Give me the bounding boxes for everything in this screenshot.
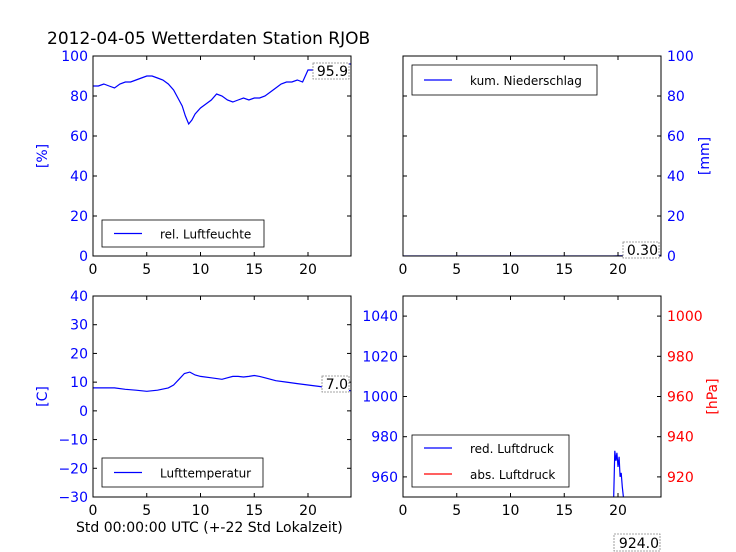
plot-2-xtick-label-3: 15	[555, 262, 573, 278]
plot-4-series-1-line	[613, 450, 624, 497]
plot-1-xtick-label-1: 5	[142, 262, 151, 278]
plot-3-ytick-label-5: 20	[70, 346, 88, 362]
plot-1-xtick-label-0: 0	[89, 262, 98, 278]
plot-3-ytick-label-7: 40	[70, 289, 88, 305]
plot-1-ytick-label-3: 60	[70, 129, 88, 145]
plot-4-xtick-label-2: 10	[502, 503, 520, 519]
plot-1-ytick-label-0: 0	[79, 249, 88, 265]
plot-2-ytick-label-1: 20	[667, 209, 685, 225]
plot-2-ytick-label-4: 80	[667, 89, 685, 105]
plot-1-ytick-label-5: 100	[61, 49, 88, 65]
plot-2-ytick-label-0: 0	[667, 249, 676, 265]
plot-4-ytick-label-4: 1040	[362, 309, 398, 325]
figure-title: 2012-04-05 Wetterdaten Station RJOB	[47, 29, 370, 49]
plot-3-ytick-label-6: 30	[70, 318, 88, 334]
plot-3-xtick-label-0: 0	[89, 503, 98, 519]
plot-3-last-value-box	[321, 375, 350, 393]
plot-4-xtick-label-3: 15	[555, 503, 573, 519]
plot-1-ylabel: [%]	[35, 144, 51, 168]
plot-3-ytick-label-4: 10	[70, 375, 88, 391]
plot-4-ytick2-label-2: 960	[667, 390, 694, 406]
plot-1-xtick-label-3: 15	[245, 262, 263, 278]
plot-3-xtick-label-1: 5	[142, 503, 151, 519]
plot-4-ylabel-secondary: [hPa]	[705, 378, 721, 414]
plot-4-legend-label-1: red. Luftdruck	[470, 442, 554, 456]
plot-3-frame	[92, 295, 352, 498]
plot-3-xtick-label-4: 20	[299, 503, 317, 519]
plot-1-ytick-label-4: 80	[70, 89, 88, 105]
plot-4-xtick-label-0: 0	[399, 503, 408, 519]
plot-4-xtick-label-4: 20	[609, 503, 627, 519]
plot-2-ytick-label-5: 100	[667, 49, 694, 65]
plot-3-ytick-label-2: −10	[58, 433, 88, 449]
plot-1-frame	[92, 55, 352, 257]
plot-2-ytick-label-2: 40	[667, 169, 685, 185]
plot-1-last-value-box	[312, 62, 350, 80]
plot-2-xtick-label-2: 10	[502, 262, 520, 278]
plot-4-last-value-label: 924.0	[619, 536, 659, 552]
plot-3-ylabel: [C]	[35, 386, 51, 407]
plot-1-series-1-line	[93, 63, 351, 126]
plot-4-ytick2-label-4: 1000	[667, 309, 703, 325]
plot-3-ytick-label-1: −20	[58, 461, 88, 477]
plot-1-last-value-label: 95.9	[317, 64, 348, 80]
plot-1-ytick-label-2: 40	[70, 169, 88, 185]
plot-4-ytick-label-0: 960	[371, 470, 398, 486]
plot-2-legend-label-1: kum. Niederschlag	[470, 74, 582, 88]
plot-2-last-value-label: 0.30	[627, 243, 658, 259]
plot-3-ytick-label-0: −30	[58, 490, 88, 506]
plot-4-last-value-box	[613, 533, 661, 552]
plot-1-xtick-label-2: 10	[192, 262, 210, 278]
plot-4-ytick2-label-1: 940	[667, 430, 694, 446]
plot-4-legend-box	[411, 434, 570, 488]
plot-2-ytick-label-3: 60	[667, 129, 685, 145]
plot-2-frame	[402, 55, 662, 257]
plot-3-ytick-label-3: 0	[79, 404, 88, 420]
plot-4-ytick2-label-3: 980	[667, 349, 694, 365]
plot-3-xtick-label-3: 15	[245, 503, 263, 519]
plot-3-xlabel: Std 00:00:00 UTC (+-22 Std Lokalzeit)	[76, 520, 343, 536]
plot-4-ytick-label-3: 1020	[362, 349, 398, 365]
plot-4-xtick-label-1: 5	[452, 503, 461, 519]
plot-2-xtick-label-1: 5	[452, 262, 461, 278]
plot-2-ylabel: [mm]	[697, 137, 713, 175]
plot-2-xtick-label-0: 0	[399, 262, 408, 278]
plot-4-ytick-label-1: 980	[371, 430, 398, 446]
plot-1-xtick-label-4: 20	[299, 262, 317, 278]
plot-2-last-value-box	[622, 241, 660, 259]
plot-2-xtick-label-4: 20	[609, 262, 627, 278]
plot-4-ytick-label-2: 1000	[362, 390, 398, 406]
plot-3-last-value-label: 7.0	[326, 377, 348, 393]
plot-3-series-1-line	[93, 371, 351, 392]
plot-4-legend-label-2: abs. Luftdruck	[470, 468, 555, 482]
plot-4-ytick2-label-0: 920	[667, 470, 694, 486]
plot-1-ytick-label-1: 20	[70, 209, 88, 225]
plot-1-legend-label-1: rel. Luftfeuchte	[160, 228, 251, 242]
plot-3-xtick-label-2: 10	[192, 503, 210, 519]
plot-3-legend-label-1: Lufttemperatur	[160, 467, 251, 481]
